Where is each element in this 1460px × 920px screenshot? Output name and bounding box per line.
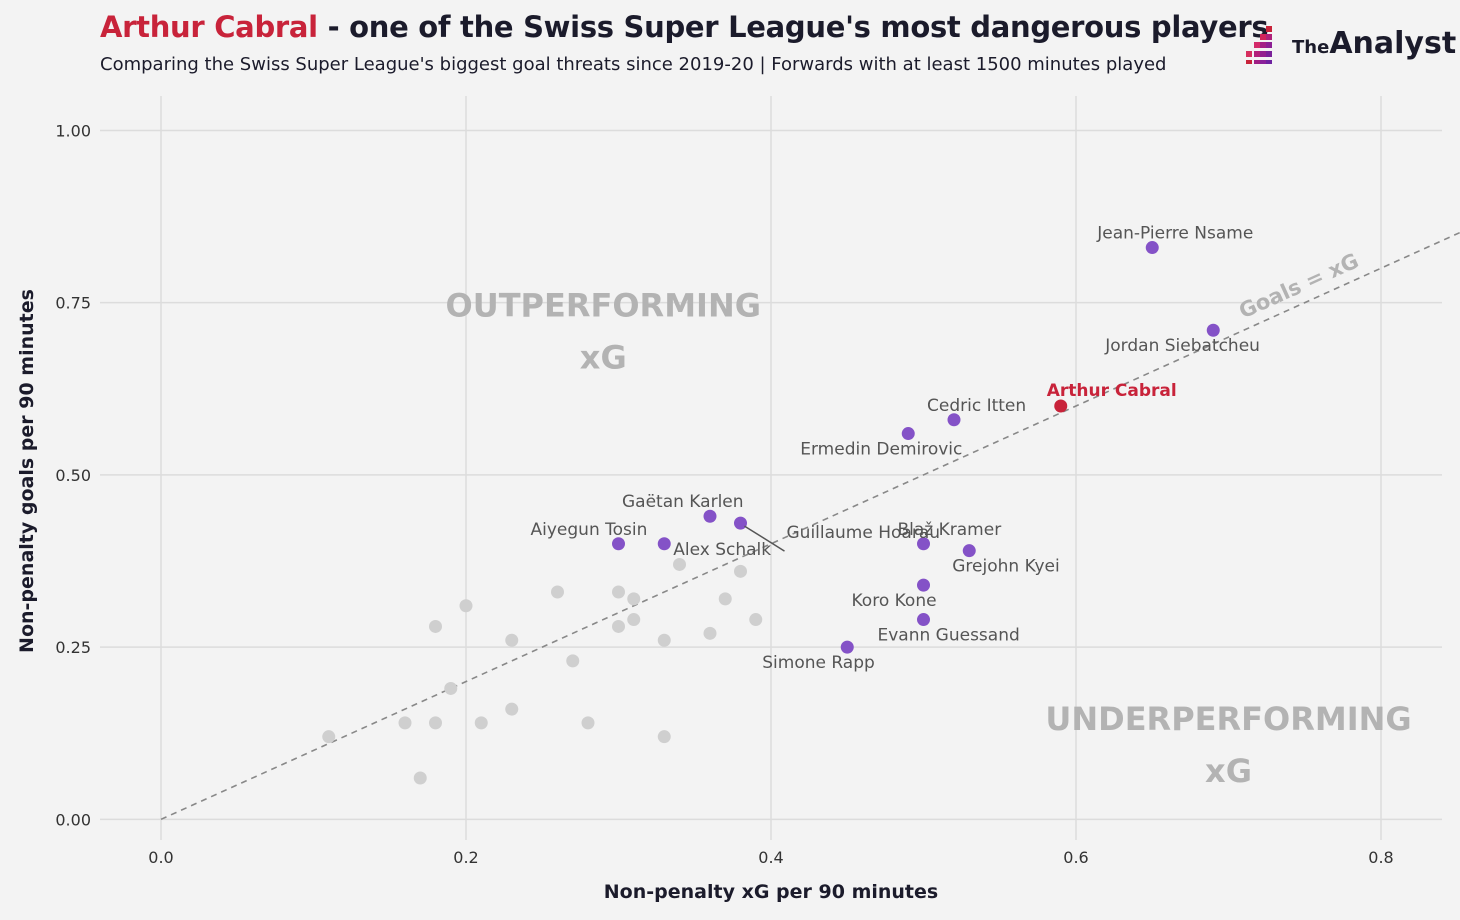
player-point: [917, 578, 930, 592]
y-tick-label: 1.00: [55, 121, 91, 140]
player-point: [917, 537, 930, 551]
x-tick-label: 0.2: [453, 848, 478, 867]
player-label: Cedric Itten: [927, 396, 1026, 416]
player-label: Ermedin Demirovic: [800, 440, 962, 460]
player-label: Jordan Siebatcheu: [1104, 336, 1260, 356]
player-label: Gaëtan Karlen: [622, 492, 744, 512]
other-player-point: [627, 592, 641, 606]
player-label: Arthur Cabral: [1047, 381, 1177, 401]
player-point: [901, 427, 915, 441]
player-label: Alex Schalk: [673, 540, 771, 560]
logo-bars-icon: [1246, 26, 1272, 64]
zone-label-line1: OUTPERFORMING: [446, 286, 761, 324]
title-rest: - one of the Swiss Super League's most d…: [317, 10, 1269, 44]
player-label: Koro Kone: [852, 591, 937, 611]
goals-equals-xg-line: [160, 231, 1460, 821]
other-player-point: [581, 716, 595, 730]
y-tick-label: 0.25: [55, 638, 91, 657]
player-point: [657, 537, 671, 551]
player-point: [962, 544, 976, 558]
player-point: [612, 537, 625, 551]
player-label: Evann Guessand: [878, 626, 1020, 646]
gridlines: [100, 96, 1442, 840]
other-player-point: [413, 771, 427, 785]
x-tick-label: 0.0: [148, 848, 173, 867]
other-player-point: [505, 702, 519, 716]
other-player-point: [429, 619, 442, 633]
highlighted-player-point: [1054, 399, 1068, 413]
reference-line-label: Goals = xG: [1235, 249, 1362, 324]
player-label: Guillaume Hoarau: [787, 523, 941, 543]
other-player-point: [657, 633, 671, 647]
label-leader-line: [744, 525, 785, 552]
x-tick-label: 0.8: [1368, 848, 1393, 867]
the-analyst-logo: TheAnalyst: [1244, 24, 1456, 68]
zone-label-line2: xG: [1205, 752, 1252, 790]
other-player-point: [734, 564, 747, 578]
y-tick-label: 0.75: [55, 294, 91, 313]
player-point: [947, 413, 961, 427]
other-player-point: [657, 730, 671, 744]
player-label: Simone Rapp: [762, 653, 875, 673]
tick-labels: 0.0 0.2 0.4 0.6 0.8 0.00 0.25 0.50 0.75 1.00: [55, 121, 1393, 867]
point-labels: Arthur Cabral Jean-Pierre Nsame Jordan Sie…: [531, 224, 1260, 674]
player-point: [1206, 323, 1220, 337]
other-player-point: [444, 681, 458, 695]
x-tick-label: 0.6: [1063, 848, 1088, 867]
y-axis-label: Non-penalty goals per 90 minutes: [16, 289, 38, 653]
other-player-point: [749, 613, 763, 627]
player-point: [1145, 241, 1159, 255]
player-point: [840, 640, 854, 654]
player-point: [703, 509, 717, 523]
other-player-point: [322, 730, 336, 744]
y-tick-label: 0.00: [55, 810, 91, 829]
logo-name: Analyst: [1329, 26, 1457, 61]
other-player-point: [703, 626, 717, 640]
x-tick-label: 0.4: [758, 848, 783, 867]
zone-label-line1: UNDERPERFORMING: [1045, 700, 1411, 738]
other-player-point: [459, 599, 473, 613]
zone-labels: OUTPERFORMING xG UNDERPERFORMING xG: [446, 286, 1412, 789]
player-label: Blaž Kramer: [898, 520, 1002, 540]
other-player-point: [718, 592, 732, 606]
other-player-point: [612, 585, 625, 599]
player-points: [612, 241, 1220, 654]
player-point: [917, 613, 930, 627]
other-points: [322, 557, 763, 785]
other-player-point: [566, 654, 580, 668]
logo-wordmark: TheAnalyst: [1292, 26, 1456, 61]
other-player-point: [429, 716, 442, 730]
other-player-point: [474, 716, 488, 730]
logo-the: The: [1292, 37, 1330, 58]
chart-subtitle: Comparing the Swiss Super League's bigge…: [100, 54, 1167, 75]
player-label: Aiyegun Tosin: [531, 520, 648, 540]
other-player-point: [612, 619, 625, 633]
zone-label-line2: xG: [580, 338, 627, 376]
y-tick-label: 0.50: [55, 466, 91, 485]
player-label: Grejohn Kyei: [952, 557, 1059, 577]
other-player-point: [551, 585, 564, 599]
other-player-point: [398, 716, 412, 730]
title-highlight: Arthur Cabral: [100, 10, 318, 44]
other-player-point: [505, 633, 519, 647]
chart-title: Arthur Cabral - one of the Swiss Super L…: [100, 10, 1269, 44]
x-axis-label: Non-penalty xG per 90 minutes: [604, 881, 938, 903]
player-point: [734, 516, 747, 530]
other-player-point: [673, 557, 686, 571]
player-label: Jean-Pierre Nsame: [1096, 224, 1253, 244]
other-player-point: [627, 613, 641, 627]
